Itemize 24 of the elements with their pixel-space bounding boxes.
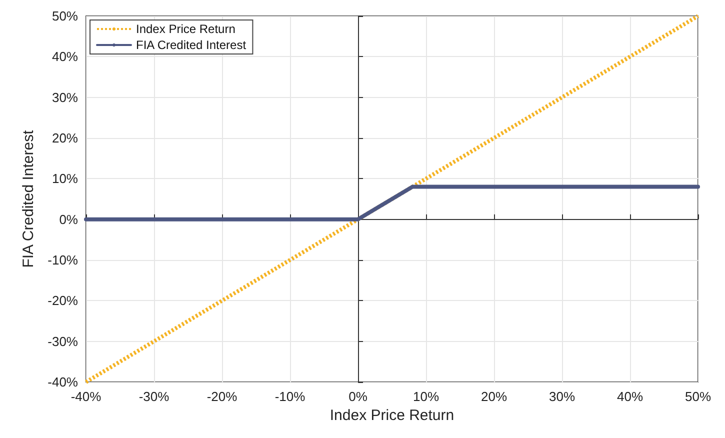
y-tick-label: 30% — [52, 90, 78, 105]
x-tick-label: 40% — [616, 389, 644, 404]
y-tick-label: -20% — [48, 293, 78, 308]
y-axis-title: FIA Credited Interest — [20, 129, 37, 268]
x-tick-label: -20% — [206, 389, 238, 404]
y-tick-label: 40% — [52, 49, 78, 64]
legend-label: FIA Credited Interest — [136, 38, 247, 52]
x-tick-label: 0% — [348, 389, 368, 404]
y-tick-label: 20% — [52, 130, 78, 146]
y-tick-label: 10% — [52, 171, 78, 186]
x-axis-title: Index Price Return — [330, 407, 454, 424]
y-tick-label: -40% — [48, 374, 78, 390]
x-tick-label: 30% — [548, 389, 576, 404]
y-tick-label: 0% — [59, 212, 78, 227]
x-tick-label: 10% — [412, 389, 440, 404]
y-tick-label: -10% — [48, 252, 78, 268]
x-tick-label: 50% — [684, 389, 712, 404]
legend-label: Index Price Return — [136, 22, 236, 36]
x-tick-label: -40% — [70, 389, 102, 404]
x-tick-label: -30% — [138, 389, 170, 404]
y-tick-label: 50% — [52, 8, 78, 24]
x-tick-label: 20% — [480, 389, 508, 404]
y-tick-label: -30% — [48, 334, 78, 349]
x-tick-label: -10% — [274, 389, 306, 404]
